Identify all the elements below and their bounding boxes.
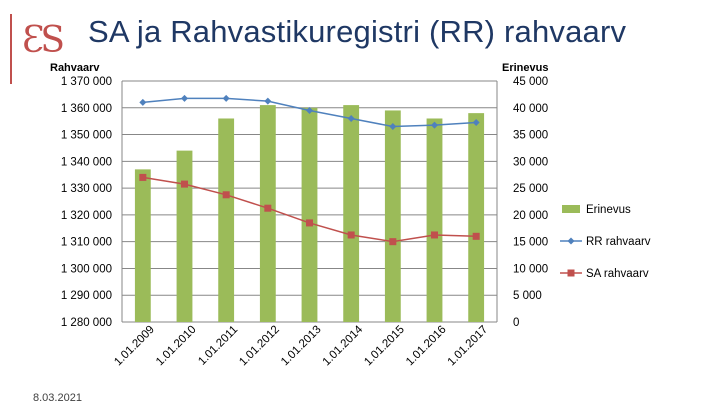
logo-text: ƐS <box>22 20 65 61</box>
x-tick-label: 1.01.2009 <box>112 324 157 369</box>
right-tick-label: 20 000 <box>513 210 548 222</box>
legend-swatch-erinevus <box>562 205 580 213</box>
bar-erinevus <box>426 118 443 322</box>
point-sa <box>389 238 397 246</box>
x-tick-label: 1.01.2012 <box>237 324 282 369</box>
x-tick-label: 1.01.2014 <box>321 323 366 368</box>
point-rr <box>431 121 438 129</box>
left-tick-label: 1 320 000 <box>61 210 112 222</box>
bar-erinevus <box>259 105 276 322</box>
slide-title: SA ja Rahvastikuregistri (RR) rahvaarv <box>88 14 627 49</box>
right-tick-label: 25 000 <box>513 183 548 195</box>
left-tick-label: 1 280 000 <box>61 317 112 329</box>
point-rr <box>139 98 147 106</box>
bar-erinevus <box>218 118 235 322</box>
bar-erinevus <box>301 107 318 323</box>
left-tick-label: 1 370 000 <box>61 76 112 88</box>
right-tick-label: 0 <box>513 317 519 329</box>
legend-label: Erinevus <box>586 204 631 216</box>
left-tick-label: 1 290 000 <box>61 290 112 302</box>
point-sa <box>139 173 147 181</box>
right-tick-label: 5 000 <box>513 290 542 302</box>
lines-layer <box>139 94 480 246</box>
point-sa <box>222 191 230 199</box>
right-tick-label: 15 000 <box>513 237 548 249</box>
point-rr <box>347 114 355 122</box>
x-tick-label: 1.01.2016 <box>404 324 449 369</box>
x-tick-label: 1.01.2010 <box>154 324 199 369</box>
left-tick-label: 1 340 000 <box>61 156 112 168</box>
legend-marker-rr <box>567 237 575 245</box>
bar-erinevus <box>134 169 151 322</box>
legend-marker-sa <box>567 269 575 277</box>
point-sa <box>347 231 355 239</box>
right-tick-label: 10 000 <box>513 263 548 275</box>
left-axis-title: Rahvaarv <box>50 62 100 74</box>
x-tick-label: 1.01.2015 <box>362 324 407 369</box>
legend: Erinevus RR rahvaarv SA rahvaarv <box>560 204 651 280</box>
point-sa <box>431 231 438 239</box>
left-tick-label: 1 360 000 <box>61 103 112 115</box>
bar-erinevus <box>384 110 401 322</box>
x-tick-label: 1.01.2017 <box>446 324 491 369</box>
left-tick-label: 1 310 000 <box>61 237 112 249</box>
bar-erinevus <box>176 150 193 322</box>
point-sa <box>264 204 272 212</box>
point-sa <box>181 180 188 188</box>
bars-erinevus <box>134 105 485 323</box>
left-tick-label: 1 350 000 <box>61 130 112 142</box>
right-tick-label: 40 000 <box>513 103 548 115</box>
point-rr <box>264 97 272 105</box>
bar-erinevus <box>343 105 360 322</box>
footer-date: 8.03.2021 <box>33 392 82 404</box>
point-rr <box>389 123 397 131</box>
right-tick-label: 30 000 <box>513 156 548 168</box>
logo-divider-line <box>10 14 12 84</box>
left-tick-label: 1 300 000 <box>61 263 112 275</box>
point-rr <box>306 106 313 114</box>
point-sa <box>306 219 313 227</box>
point-rr <box>222 94 230 102</box>
x-tick-label: 1.01.2013 <box>279 324 324 369</box>
right-axis-title: Erinevus <box>502 62 548 74</box>
logo: ƐS <box>8 14 65 84</box>
right-tick-label: 35 000 <box>513 130 548 142</box>
bar-erinevus <box>468 113 485 322</box>
point-sa <box>472 232 480 240</box>
legend-label: RR rahvaarv <box>586 236 651 248</box>
right-tick-label: 45 000 <box>513 76 548 88</box>
point-rr <box>472 119 480 127</box>
legend-label: SA rahvaarv <box>586 268 649 280</box>
left-tick-label: 1 330 000 <box>61 183 112 195</box>
x-tick-label: 1.01.2011 <box>196 324 240 368</box>
point-rr <box>181 94 188 102</box>
